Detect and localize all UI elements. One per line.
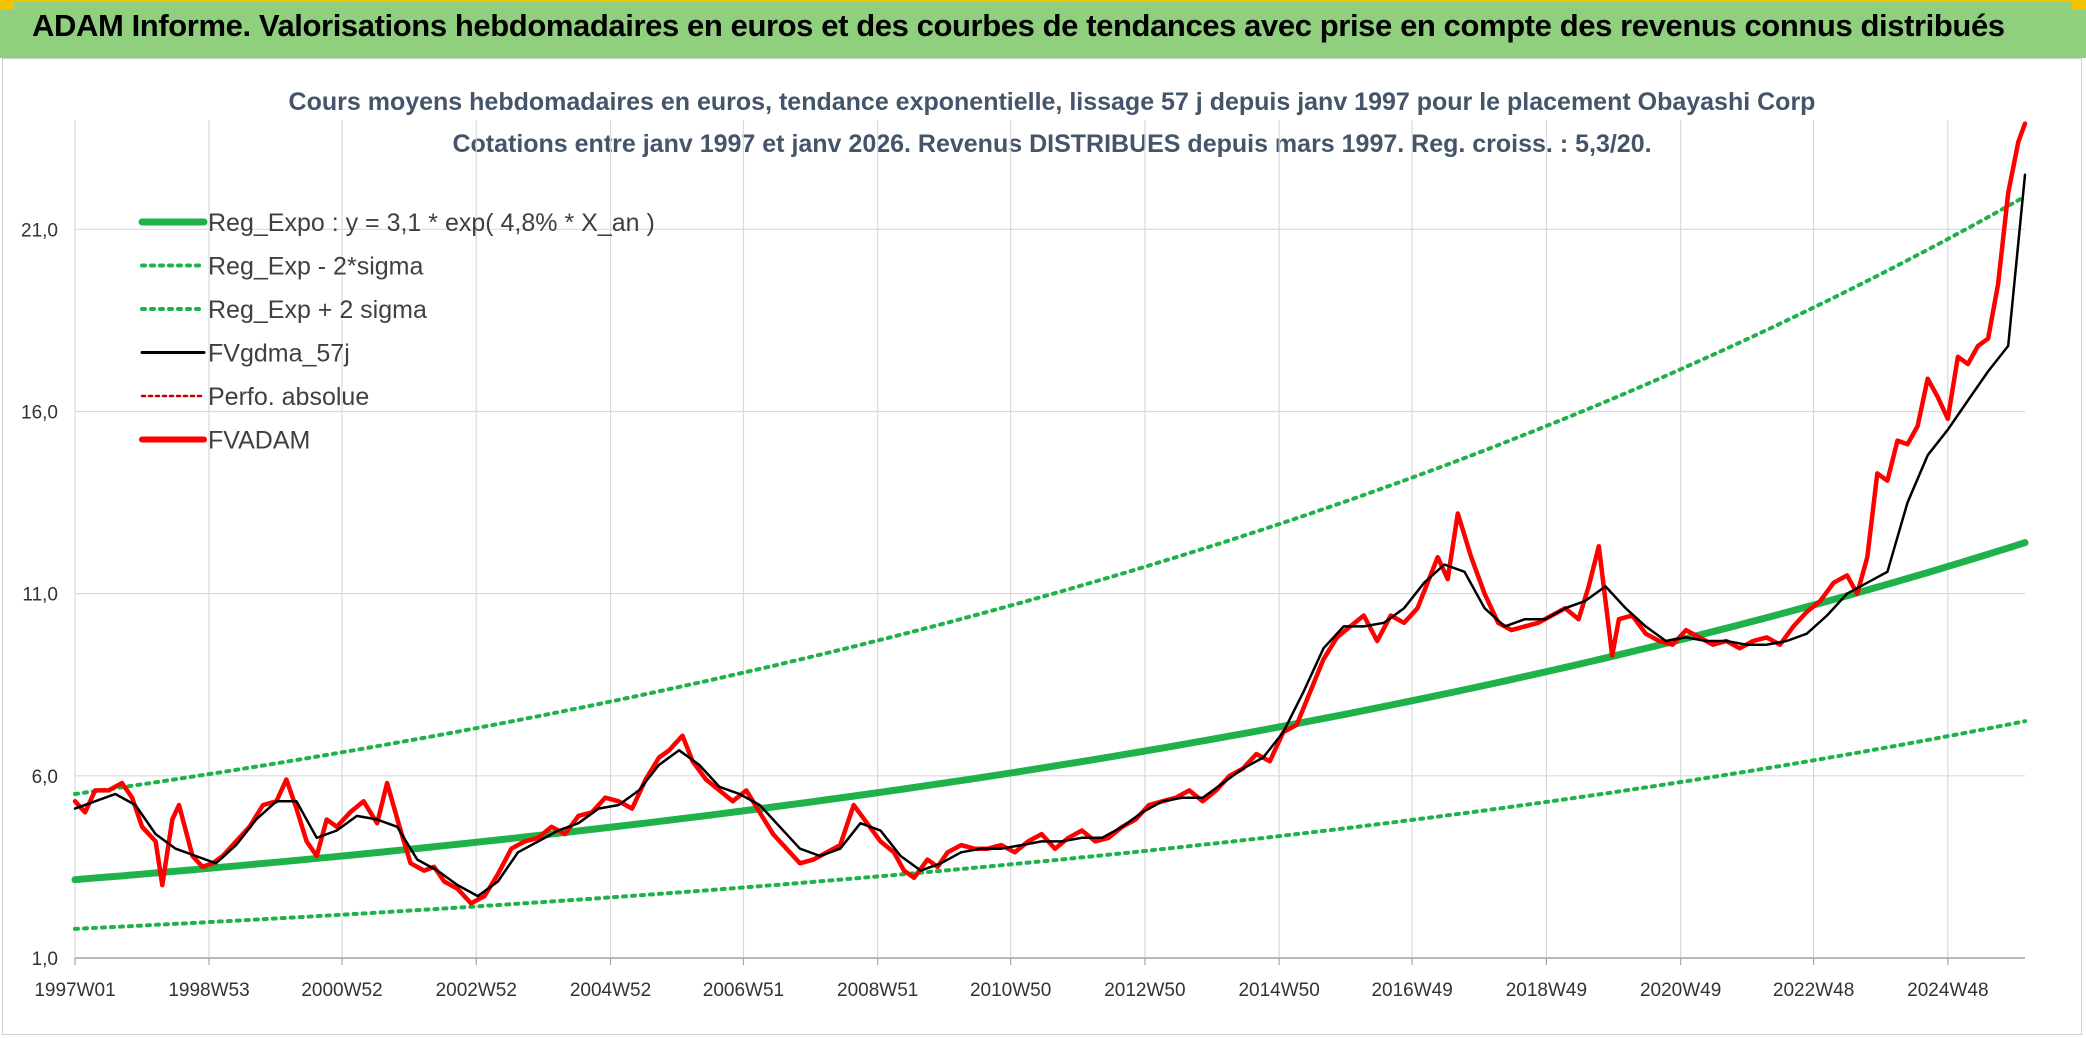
legend-label: Perfo. absolue bbox=[208, 383, 369, 411]
x-tick-label: 2016W49 bbox=[1371, 980, 1452, 1001]
y-tick-label: 11,0 bbox=[22, 585, 58, 606]
chart-title-line2: Cotations entre janv 1997 et janv 2026. … bbox=[452, 130, 1651, 158]
x-tick-label: 2024W48 bbox=[1907, 980, 1988, 1001]
y-tick-label: 21,0 bbox=[21, 220, 58, 241]
series-regression bbox=[71, 539, 2029, 884]
legend-label: FVgdma_57j bbox=[208, 340, 350, 368]
series-upper-band bbox=[73, 194, 2027, 796]
chart-title-line1: Cours moyens hebdomadaires en euros, ten… bbox=[289, 88, 1816, 116]
corner-decoration-right bbox=[2072, 0, 2086, 10]
series-moving-average bbox=[73, 173, 2027, 898]
header-bar: ADAM Informe. Valorisations hebdomadaire… bbox=[0, 0, 2086, 58]
x-tick-label: 2010W50 bbox=[970, 980, 1051, 1001]
grid-layer bbox=[74, 120, 2025, 959]
y-tick-label: 6,0 bbox=[32, 767, 58, 788]
y-tick-label: 1,0 bbox=[32, 949, 58, 970]
legend-label: Reg_Exp + 2 sigma bbox=[208, 296, 427, 324]
x-tick-label: 1997W01 bbox=[34, 980, 115, 1001]
legend-label: FVADAM bbox=[208, 427, 310, 455]
series-layer bbox=[71, 121, 2029, 931]
page-title: ADAM Informe. Valorisations hebdomadaire… bbox=[32, 8, 2005, 43]
x-tick-label: 1998W53 bbox=[168, 980, 249, 1001]
legend-label: Reg_Expo : y = 3,1 * exp( 4,8% * X_an ) bbox=[208, 209, 655, 237]
legend: Reg_Expo : y = 3,1 * exp( 4,8% * X_an ) R… bbox=[138, 209, 655, 455]
corner-decoration-left bbox=[0, 0, 14, 10]
series-fvadam bbox=[72, 121, 2028, 906]
x-tick-label: 2014W50 bbox=[1238, 980, 1319, 1001]
series-lower-band bbox=[73, 719, 2027, 931]
x-tick-label: 2006W51 bbox=[703, 980, 784, 1001]
x-tick-label: 2002W52 bbox=[436, 980, 517, 1001]
legend-label: Reg_Exp - 2*sigma bbox=[208, 253, 423, 281]
x-tick-label: 2020W49 bbox=[1640, 980, 1721, 1001]
chart-frame bbox=[2, 58, 2082, 1035]
axis-layer: 1,0 6,0 11,0 16,0 21,0 1997W01 1998W53 2000W52 2… bbox=[21, 220, 2025, 1001]
x-tick-label: 2012W50 bbox=[1104, 980, 1185, 1001]
x-tick-label: 2008W51 bbox=[837, 980, 918, 1001]
x-tick-label: 2022W48 bbox=[1773, 980, 1854, 1001]
y-tick-label: 16,0 bbox=[21, 402, 58, 423]
x-tick-label: 2004W52 bbox=[570, 980, 651, 1001]
x-tick-label: 2000W52 bbox=[301, 980, 382, 1001]
x-tick-label: 2018W49 bbox=[1506, 980, 1587, 1001]
